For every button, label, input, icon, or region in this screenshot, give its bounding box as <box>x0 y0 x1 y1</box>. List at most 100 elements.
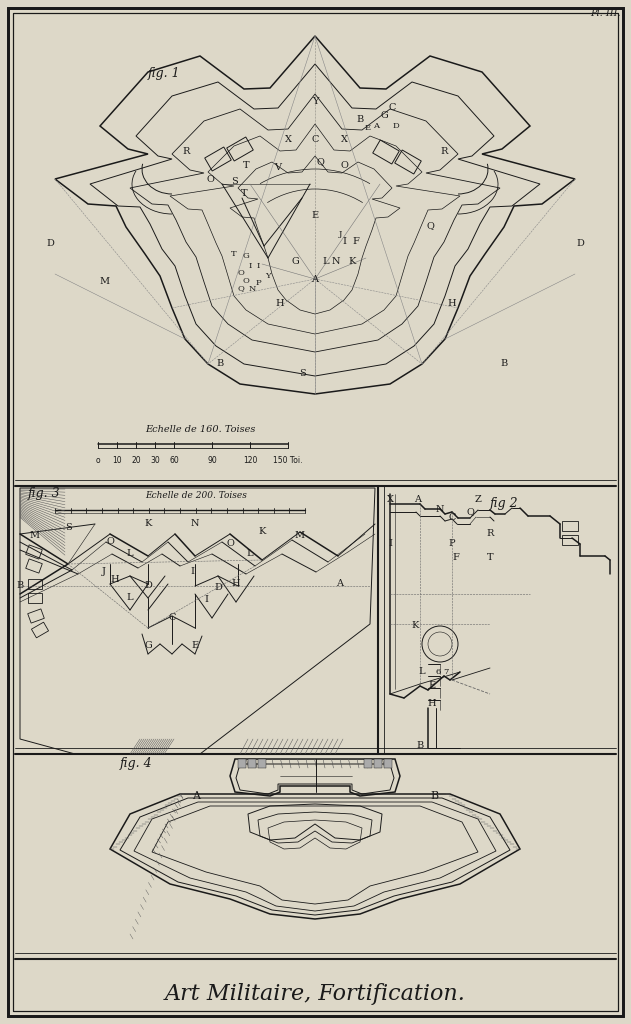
Text: V: V <box>274 164 281 172</box>
Text: B: B <box>357 116 363 125</box>
Text: M: M <box>100 278 110 287</box>
Text: K: K <box>258 527 266 537</box>
Text: L: L <box>247 550 253 558</box>
Text: F: F <box>452 554 459 562</box>
Text: H: H <box>447 299 456 308</box>
Text: S: S <box>64 523 71 532</box>
Text: 90: 90 <box>207 456 217 465</box>
Text: B: B <box>430 791 438 801</box>
Text: N: N <box>249 285 256 293</box>
Text: D: D <box>144 582 152 591</box>
Text: E: E <box>191 641 199 650</box>
Text: C: C <box>388 103 396 113</box>
Text: 60: 60 <box>169 456 179 465</box>
Text: fig. 3: fig. 3 <box>28 487 61 501</box>
Text: T: T <box>231 250 237 258</box>
Text: L: L <box>127 594 133 602</box>
Text: J: J <box>102 567 106 577</box>
Text: Echelle de 160. Toises: Echelle de 160. Toises <box>145 426 256 434</box>
Text: T: T <box>240 188 247 198</box>
Text: D: D <box>576 240 584 249</box>
Text: o: o <box>96 456 100 465</box>
Text: Pl. III.: Pl. III. <box>590 9 620 18</box>
Text: H: H <box>110 575 119 585</box>
Text: I: I <box>256 262 260 270</box>
Text: Y: Y <box>265 272 271 280</box>
Text: D: D <box>214 584 222 593</box>
Text: B: B <box>216 359 223 369</box>
Text: B: B <box>16 582 23 591</box>
Text: H: H <box>428 699 436 709</box>
Text: H: H <box>232 580 240 589</box>
Text: C: C <box>448 513 456 522</box>
Polygon shape <box>238 759 246 768</box>
Text: I: I <box>249 262 252 270</box>
Text: F: F <box>353 238 360 247</box>
Polygon shape <box>248 759 256 768</box>
Text: S: S <box>230 176 237 185</box>
Text: C: C <box>168 613 175 623</box>
Text: O: O <box>226 540 234 549</box>
Text: G: G <box>144 641 152 650</box>
Text: N: N <box>191 519 199 528</box>
Text: L: L <box>419 668 425 677</box>
Text: I: I <box>204 596 208 604</box>
Text: D: D <box>392 122 399 130</box>
Text: M: M <box>30 531 40 541</box>
Text: 120: 120 <box>243 456 257 465</box>
Text: O: O <box>106 538 114 547</box>
Text: S: S <box>298 369 305 378</box>
Polygon shape <box>374 759 382 768</box>
Text: Q: Q <box>316 158 324 167</box>
Text: P: P <box>255 279 261 287</box>
Text: O: O <box>206 174 214 183</box>
Text: I: I <box>388 540 392 549</box>
Text: Y: Y <box>312 97 318 106</box>
Text: A: A <box>312 274 319 284</box>
Text: T: T <box>487 554 493 562</box>
Text: X: X <box>387 495 394 504</box>
Text: H: H <box>276 299 285 308</box>
Text: I: I <box>190 567 194 577</box>
Text: fig. 1: fig. 1 <box>148 68 180 81</box>
Text: I: I <box>342 238 346 247</box>
Text: O: O <box>237 269 244 278</box>
Text: G: G <box>291 257 299 266</box>
Text: 150 Toi.: 150 Toi. <box>273 456 303 465</box>
Text: 10: 10 <box>112 456 122 465</box>
Text: E: E <box>365 124 371 132</box>
Text: T: T <box>243 162 249 171</box>
Text: C: C <box>311 134 319 143</box>
Text: 7: 7 <box>444 668 449 676</box>
Text: E: E <box>428 682 435 690</box>
Text: A: A <box>192 791 200 801</box>
Text: E: E <box>312 212 319 220</box>
Polygon shape <box>364 759 372 768</box>
Text: P: P <box>449 540 456 549</box>
Text: Art Militaire, Fortification.: Art Militaire, Fortification. <box>165 983 466 1005</box>
Text: Q: Q <box>466 508 474 516</box>
Text: D: D <box>46 240 54 249</box>
Text: 6: 6 <box>435 668 440 676</box>
Polygon shape <box>384 759 392 768</box>
Text: Q: Q <box>426 221 434 230</box>
Polygon shape <box>258 759 266 768</box>
Text: L: L <box>322 257 329 266</box>
Text: G: G <box>243 252 249 260</box>
Text: B: B <box>500 359 507 369</box>
Text: G: G <box>380 112 388 121</box>
Text: A: A <box>336 580 343 589</box>
Text: N: N <box>332 257 340 266</box>
Text: R: R <box>440 147 447 157</box>
Text: K: K <box>348 257 356 266</box>
Text: O: O <box>340 162 348 171</box>
Text: N: N <box>436 506 444 514</box>
Text: J: J <box>338 230 342 238</box>
Text: O: O <box>242 278 249 285</box>
Text: R: R <box>182 147 190 157</box>
Text: L: L <box>127 550 133 558</box>
Text: Q: Q <box>237 284 244 292</box>
Text: K: K <box>144 519 151 528</box>
Text: A: A <box>373 122 379 130</box>
Text: R: R <box>487 529 493 539</box>
